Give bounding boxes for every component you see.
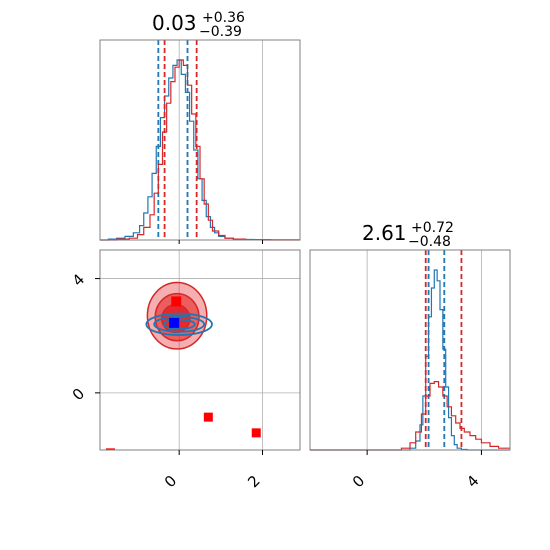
param2-title-plus: +0.72 (411, 220, 454, 236)
param2-title-median: 2.61 (362, 221, 407, 245)
red-outlier-point-4 (225, 478, 234, 487)
param1-title-plus: +0.36 (202, 10, 245, 26)
blue-median-marker (169, 317, 180, 328)
histogram-series-1 (310, 269, 510, 451)
red-outlier-point-2 (203, 412, 213, 422)
histogram-series-2 (310, 381, 510, 451)
histogram-series-2 (100, 59, 300, 241)
panel-frame (99, 39, 301, 241)
panel-frame (99, 249, 301, 451)
param1-title-median: 0.03 (152, 11, 197, 35)
red-outlier-point-3 (251, 428, 261, 438)
scatter-content (100, 250, 300, 509)
param1-title: 0.03 +0.36 −0.39 (152, 10, 245, 40)
param2-title-minus: −0.48 (408, 234, 451, 250)
x-tick-label: 4 (463, 472, 482, 491)
x-tick-label: 0 (349, 472, 368, 491)
blue-contour-2 (153, 315, 206, 333)
scatter-panel: 0 2 0 4 (69, 249, 301, 509)
panel-frame (309, 249, 511, 451)
red-outlier-point-5 (200, 500, 209, 509)
param1-title-minus: −0.39 (199, 24, 242, 40)
param2-title: 2.61 +0.72 −0.48 (362, 220, 454, 250)
histogram-panel-param1 (99, 39, 301, 244)
red-outlier-point-1 (105, 448, 115, 450)
x-tick-label: 0 (161, 472, 180, 491)
x-tick-label: 2 (244, 472, 263, 491)
red-median-marker (171, 296, 182, 307)
y-tick-label: 4 (69, 270, 88, 289)
blue-contour-1 (145, 312, 213, 336)
y-tick-label: 0 (69, 385, 88, 404)
